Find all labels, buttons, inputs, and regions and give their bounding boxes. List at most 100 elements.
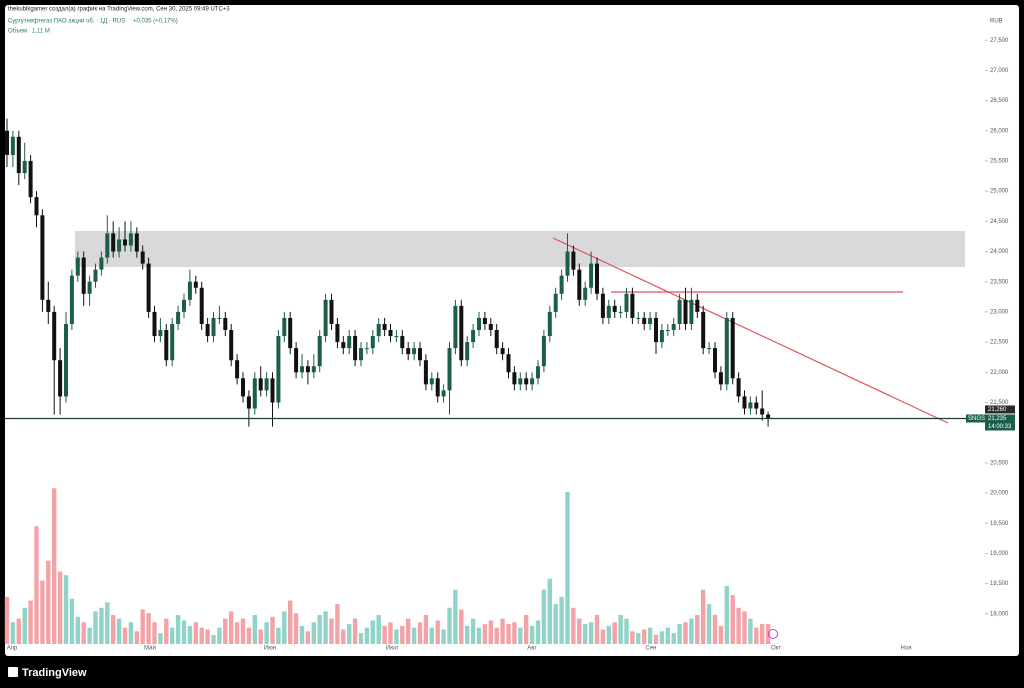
x-tick-label: Окт (771, 646, 781, 652)
candle-body (595, 263, 599, 294)
candle-body (311, 366, 316, 373)
y-tick-label: 22,500 (990, 340, 1009, 346)
candle-body (205, 323, 210, 337)
candle-body (541, 336, 546, 367)
volume-bar (311, 622, 316, 644)
volume-bar (329, 618, 334, 644)
volume-bar (459, 609, 464, 644)
volume-bar (512, 622, 517, 644)
candle-body (64, 323, 68, 397)
volume-label: Объем (8, 29, 27, 35)
volume-bar (170, 627, 175, 644)
volume-bar (535, 620, 541, 644)
volume-bar (754, 627, 759, 644)
candle-body (724, 317, 729, 385)
candle-body (677, 299, 682, 324)
candle-body (612, 305, 617, 312)
candle-body (382, 323, 387, 331)
x-tick-label: Ноя (901, 646, 912, 652)
volume-bar (376, 615, 381, 644)
candle-body (40, 215, 45, 300)
candle-body (22, 160, 27, 174)
volume-bar (647, 627, 653, 644)
candle-body (689, 299, 694, 324)
candle-body (193, 281, 198, 288)
candle-body (683, 299, 688, 324)
brand-logo: TradingView (8, 667, 87, 679)
volume-bar (57, 571, 63, 644)
candle-body (16, 136, 21, 174)
candle-body (559, 275, 564, 294)
candle-body (199, 287, 204, 324)
volume-bar (122, 627, 128, 644)
candle-body (300, 366, 304, 373)
volume-bar (588, 622, 594, 644)
candle-body (52, 311, 57, 361)
y-tick-label: 19,500 (990, 521, 1009, 527)
volume-bar (134, 631, 139, 644)
candle-body (323, 299, 328, 337)
candle-body (146, 263, 151, 312)
symbol-label: SNGS (968, 416, 985, 422)
candle-body (589, 263, 594, 288)
volume-bar (411, 627, 417, 644)
volume-bar (594, 615, 600, 644)
candle-body (317, 336, 322, 367)
volume-bar (482, 624, 488, 644)
volume-bar (500, 618, 505, 644)
volume-bar (524, 615, 529, 644)
volume-bar (229, 611, 234, 644)
prev-price-label: 21,260 (988, 407, 1007, 413)
volume-bar (234, 622, 240, 644)
candle-body (75, 257, 80, 276)
volume-bar (223, 618, 228, 644)
volume-bar (52, 488, 57, 644)
candle-body (736, 378, 741, 397)
countdown: 14:00:33 (988, 424, 1012, 430)
candle-body (258, 378, 263, 391)
volume-bar (547, 578, 552, 644)
candle-body (459, 305, 464, 361)
volume-bar (358, 633, 364, 644)
candle-body (488, 323, 493, 331)
volume-bar (288, 600, 293, 644)
y-tick-label: 20,000 (990, 491, 1009, 497)
y-tick-label: 25,500 (990, 159, 1009, 165)
symbol-box (966, 414, 985, 423)
candle-body (406, 348, 411, 355)
volume-bar (659, 631, 665, 644)
volume-bar (205, 629, 210, 644)
volume-bar (642, 629, 647, 644)
volume-bar (128, 622, 134, 644)
candle-body (606, 305, 611, 318)
candle-body (294, 348, 299, 373)
volume-bar (270, 616, 275, 644)
volume-bar (276, 627, 281, 644)
volume-bar (417, 622, 423, 644)
y-tick-label: 23,000 (990, 309, 1009, 315)
candle-body (128, 233, 133, 246)
volume-bar (624, 618, 629, 644)
candle-body (364, 348, 369, 350)
volume-bar (293, 613, 299, 644)
volume-bar (105, 602, 110, 644)
candle-body (187, 281, 192, 300)
volume-bar (99, 607, 104, 644)
candle-body (618, 311, 623, 313)
volume-bar (347, 624, 352, 644)
event-icon[interactable] (768, 629, 778, 639)
volume-bar (187, 625, 193, 644)
resistance-zone (75, 231, 965, 267)
candle-body (117, 239, 122, 252)
change: +0,035 (+0,17%) (133, 19, 178, 25)
volume-bar (748, 618, 753, 644)
volume-bar (22, 607, 27, 644)
candle-body (441, 390, 446, 397)
candle-body (530, 378, 535, 385)
volume-bar (81, 622, 86, 644)
logo-icon (8, 667, 18, 677)
candle-body (81, 257, 86, 294)
candle-layer (5, 118, 771, 427)
y-tick-label: 22,000 (990, 370, 1009, 376)
x-tick-label: Апр (7, 646, 18, 652)
